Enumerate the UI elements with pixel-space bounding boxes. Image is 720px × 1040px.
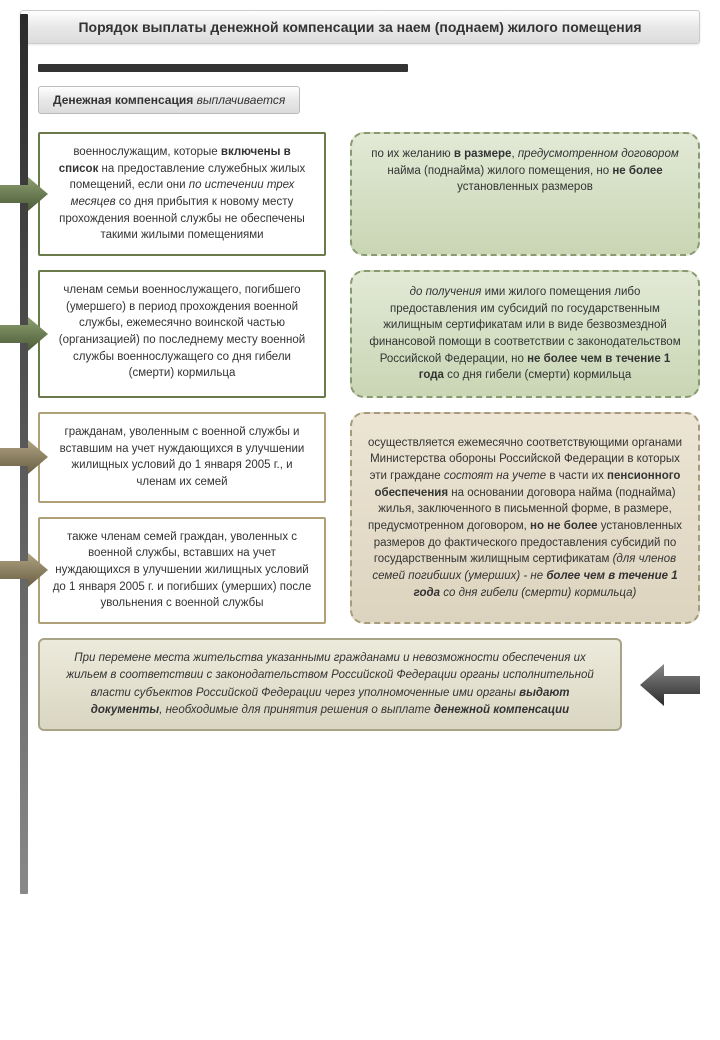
arrow-right-icon xyxy=(0,177,48,211)
right-box-1: по их желанию в размере, предусмотренном… xyxy=(350,132,700,256)
arrow-right-icon xyxy=(0,317,48,351)
rows-container: военнослужащим, которые включены в списо… xyxy=(38,132,700,624)
left-box-1: военнослужащим, которые включены в списо… xyxy=(38,132,326,256)
left-box-2: членам семьи военнослужащего, погибшего … xyxy=(38,270,326,398)
arrow-right-icon xyxy=(0,440,48,474)
arrow-left-icon xyxy=(640,664,700,706)
row-1: военнослужащим, которые включены в списо… xyxy=(38,132,700,256)
right-box-34: осуществляется ежемесячно соответствующи… xyxy=(350,412,700,624)
footer-box: При перемене места жительства указанными… xyxy=(38,638,622,731)
subheader: Денежная компенсация выплачивается xyxy=(38,86,300,114)
left-box-3: гражданам, уволенным с военной службы и … xyxy=(38,412,326,503)
page-title: Порядок выплаты денежной компенсации за … xyxy=(20,10,700,44)
right-box-2: до получения ими жилого помещения либо п… xyxy=(350,270,700,398)
diagram-area: Денежная компенсация выплачивается военн… xyxy=(20,64,700,731)
arrow-right-icon xyxy=(0,553,48,587)
footer-row: При перемене места жительства указанными… xyxy=(38,638,700,731)
left-box-4: также членам семей граждан, уволенных с … xyxy=(38,517,326,624)
row-2: членам семьи военнослужащего, погибшего … xyxy=(38,270,700,398)
row-3-4: гражданам, уволенным с военной службы и … xyxy=(38,412,700,624)
spine-cap xyxy=(38,64,408,72)
